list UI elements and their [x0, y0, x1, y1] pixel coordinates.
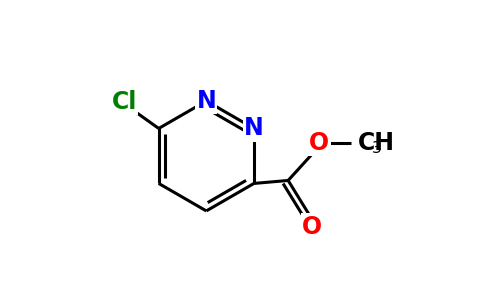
Text: N: N	[244, 116, 264, 140]
Text: 3: 3	[372, 141, 382, 156]
Text: Cl: Cl	[112, 89, 137, 113]
Text: CH: CH	[358, 131, 395, 155]
Text: N: N	[197, 89, 216, 113]
Text: O: O	[309, 131, 330, 155]
Text: O: O	[302, 214, 322, 239]
